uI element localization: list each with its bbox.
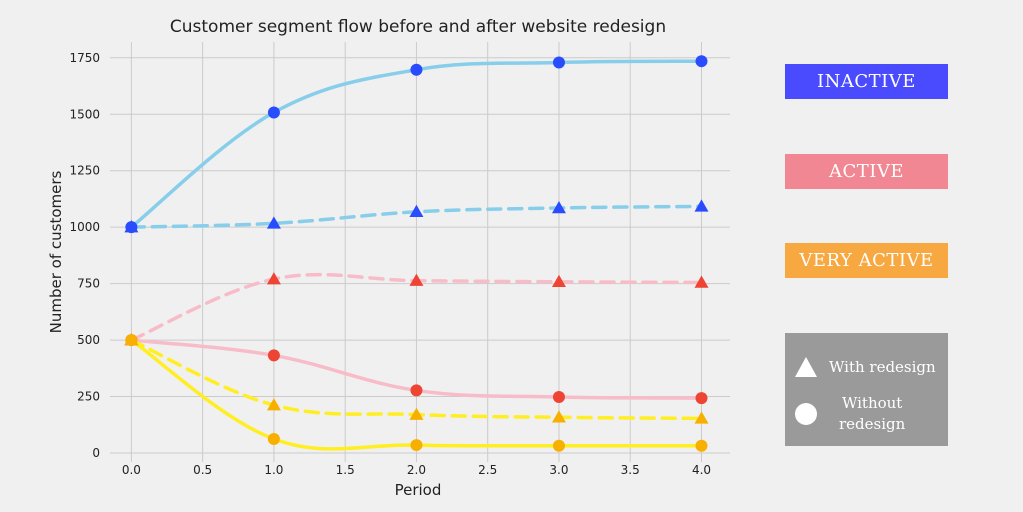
data-point-inactive-with-redesign: [694, 199, 709, 212]
legend-without-redesign: Without redesign: [793, 393, 905, 435]
data-point-active-without-redesign: [267, 349, 280, 362]
data-point-active-with-redesign: [266, 272, 281, 285]
legend-inactive-label: INACTIVE: [817, 71, 916, 92]
series-markers: [124, 55, 709, 452]
data-point-very-active-without-redesign: [552, 439, 565, 452]
y-tick-label: 1750: [69, 51, 100, 65]
x-tick-label: 1.5: [336, 463, 355, 477]
x-tick-label: 0.0: [122, 463, 141, 477]
data-point-inactive-without-redesign: [267, 106, 280, 119]
data-point-inactive-with-redesign: [266, 216, 281, 229]
data-point-very-active-without-redesign: [267, 432, 280, 445]
y-tick-label: 1250: [69, 164, 100, 178]
legend-inactive: INACTIVE: [785, 64, 948, 99]
legend-active: ACTIVE: [785, 154, 948, 189]
legend-very-active-label: VERY ACTIVE: [799, 250, 934, 271]
data-point-inactive-without-redesign: [695, 55, 708, 68]
data-point-very-active-without-redesign: [125, 334, 138, 347]
data-point-active-without-redesign: [552, 390, 565, 403]
data-point-inactive-with-redesign: [551, 200, 566, 214]
legend-with-redesign-label: With redesign: [829, 357, 936, 376]
data-point-active-with-redesign: [409, 273, 424, 286]
data-point-active-with-redesign: [551, 274, 566, 288]
x-axis-label: Period: [395, 481, 442, 499]
legend-active-label: ACTIVE: [828, 161, 905, 182]
data-point-very-active-with-redesign: [694, 411, 709, 424]
y-tick-label: 250: [77, 390, 100, 404]
circle-icon: [795, 403, 817, 425]
x-tick-label: 4.0: [692, 463, 711, 477]
triangle-icon: [795, 357, 817, 377]
data-point-active-without-redesign: [410, 384, 423, 397]
data-point-very-active-without-redesign: [695, 439, 708, 452]
x-tick-label: 2.5: [478, 463, 497, 477]
x-tick-label: 2.0: [407, 463, 426, 477]
y-tick-label: 0: [92, 446, 100, 460]
data-point-very-active-with-redesign: [266, 398, 281, 411]
legend-very-active: VERY ACTIVE: [785, 243, 948, 278]
data-point-inactive-with-redesign: [124, 220, 139, 233]
legend-without-redesign-label: Without redesign: [839, 394, 906, 433]
data-point-inactive-without-redesign: [410, 63, 423, 76]
chart-title: Customer segment flow before and after w…: [170, 17, 666, 37]
x-tick-label: 1.0: [264, 463, 283, 477]
data-point-very-active-without-redesign: [410, 439, 423, 452]
x-tick-label: 0.5: [193, 463, 212, 477]
y-axis-label: Number of customers: [47, 170, 65, 333]
data-point-very-active-with-redesign: [409, 407, 424, 420]
y-tick-label: 500: [77, 333, 100, 347]
data-point-active-without-redesign: [695, 392, 708, 405]
y-tick-label: 1500: [69, 107, 100, 121]
data-point-very-active-with-redesign: [551, 410, 566, 423]
data-point-active-with-redesign: [694, 275, 709, 288]
y-tick-labels: 0 250 500 750 1000 1250 1500 1750: [69, 51, 100, 460]
x-tick-label: 3.0: [549, 463, 568, 477]
marker-legend: With redesign Without redesign: [785, 333, 948, 446]
data-point-inactive-without-redesign: [552, 56, 565, 69]
data-point-inactive-with-redesign: [409, 204, 424, 218]
x-tick-label: 3.5: [621, 463, 640, 477]
legend-with-redesign: With redesign: [793, 355, 936, 379]
y-tick-label: 1000: [69, 220, 100, 234]
y-tick-label: 750: [77, 277, 100, 291]
x-tick-labels: 0.0 0.5 1.0 1.5 2.0 2.5 3.0 3.5 4.0: [122, 463, 711, 477]
